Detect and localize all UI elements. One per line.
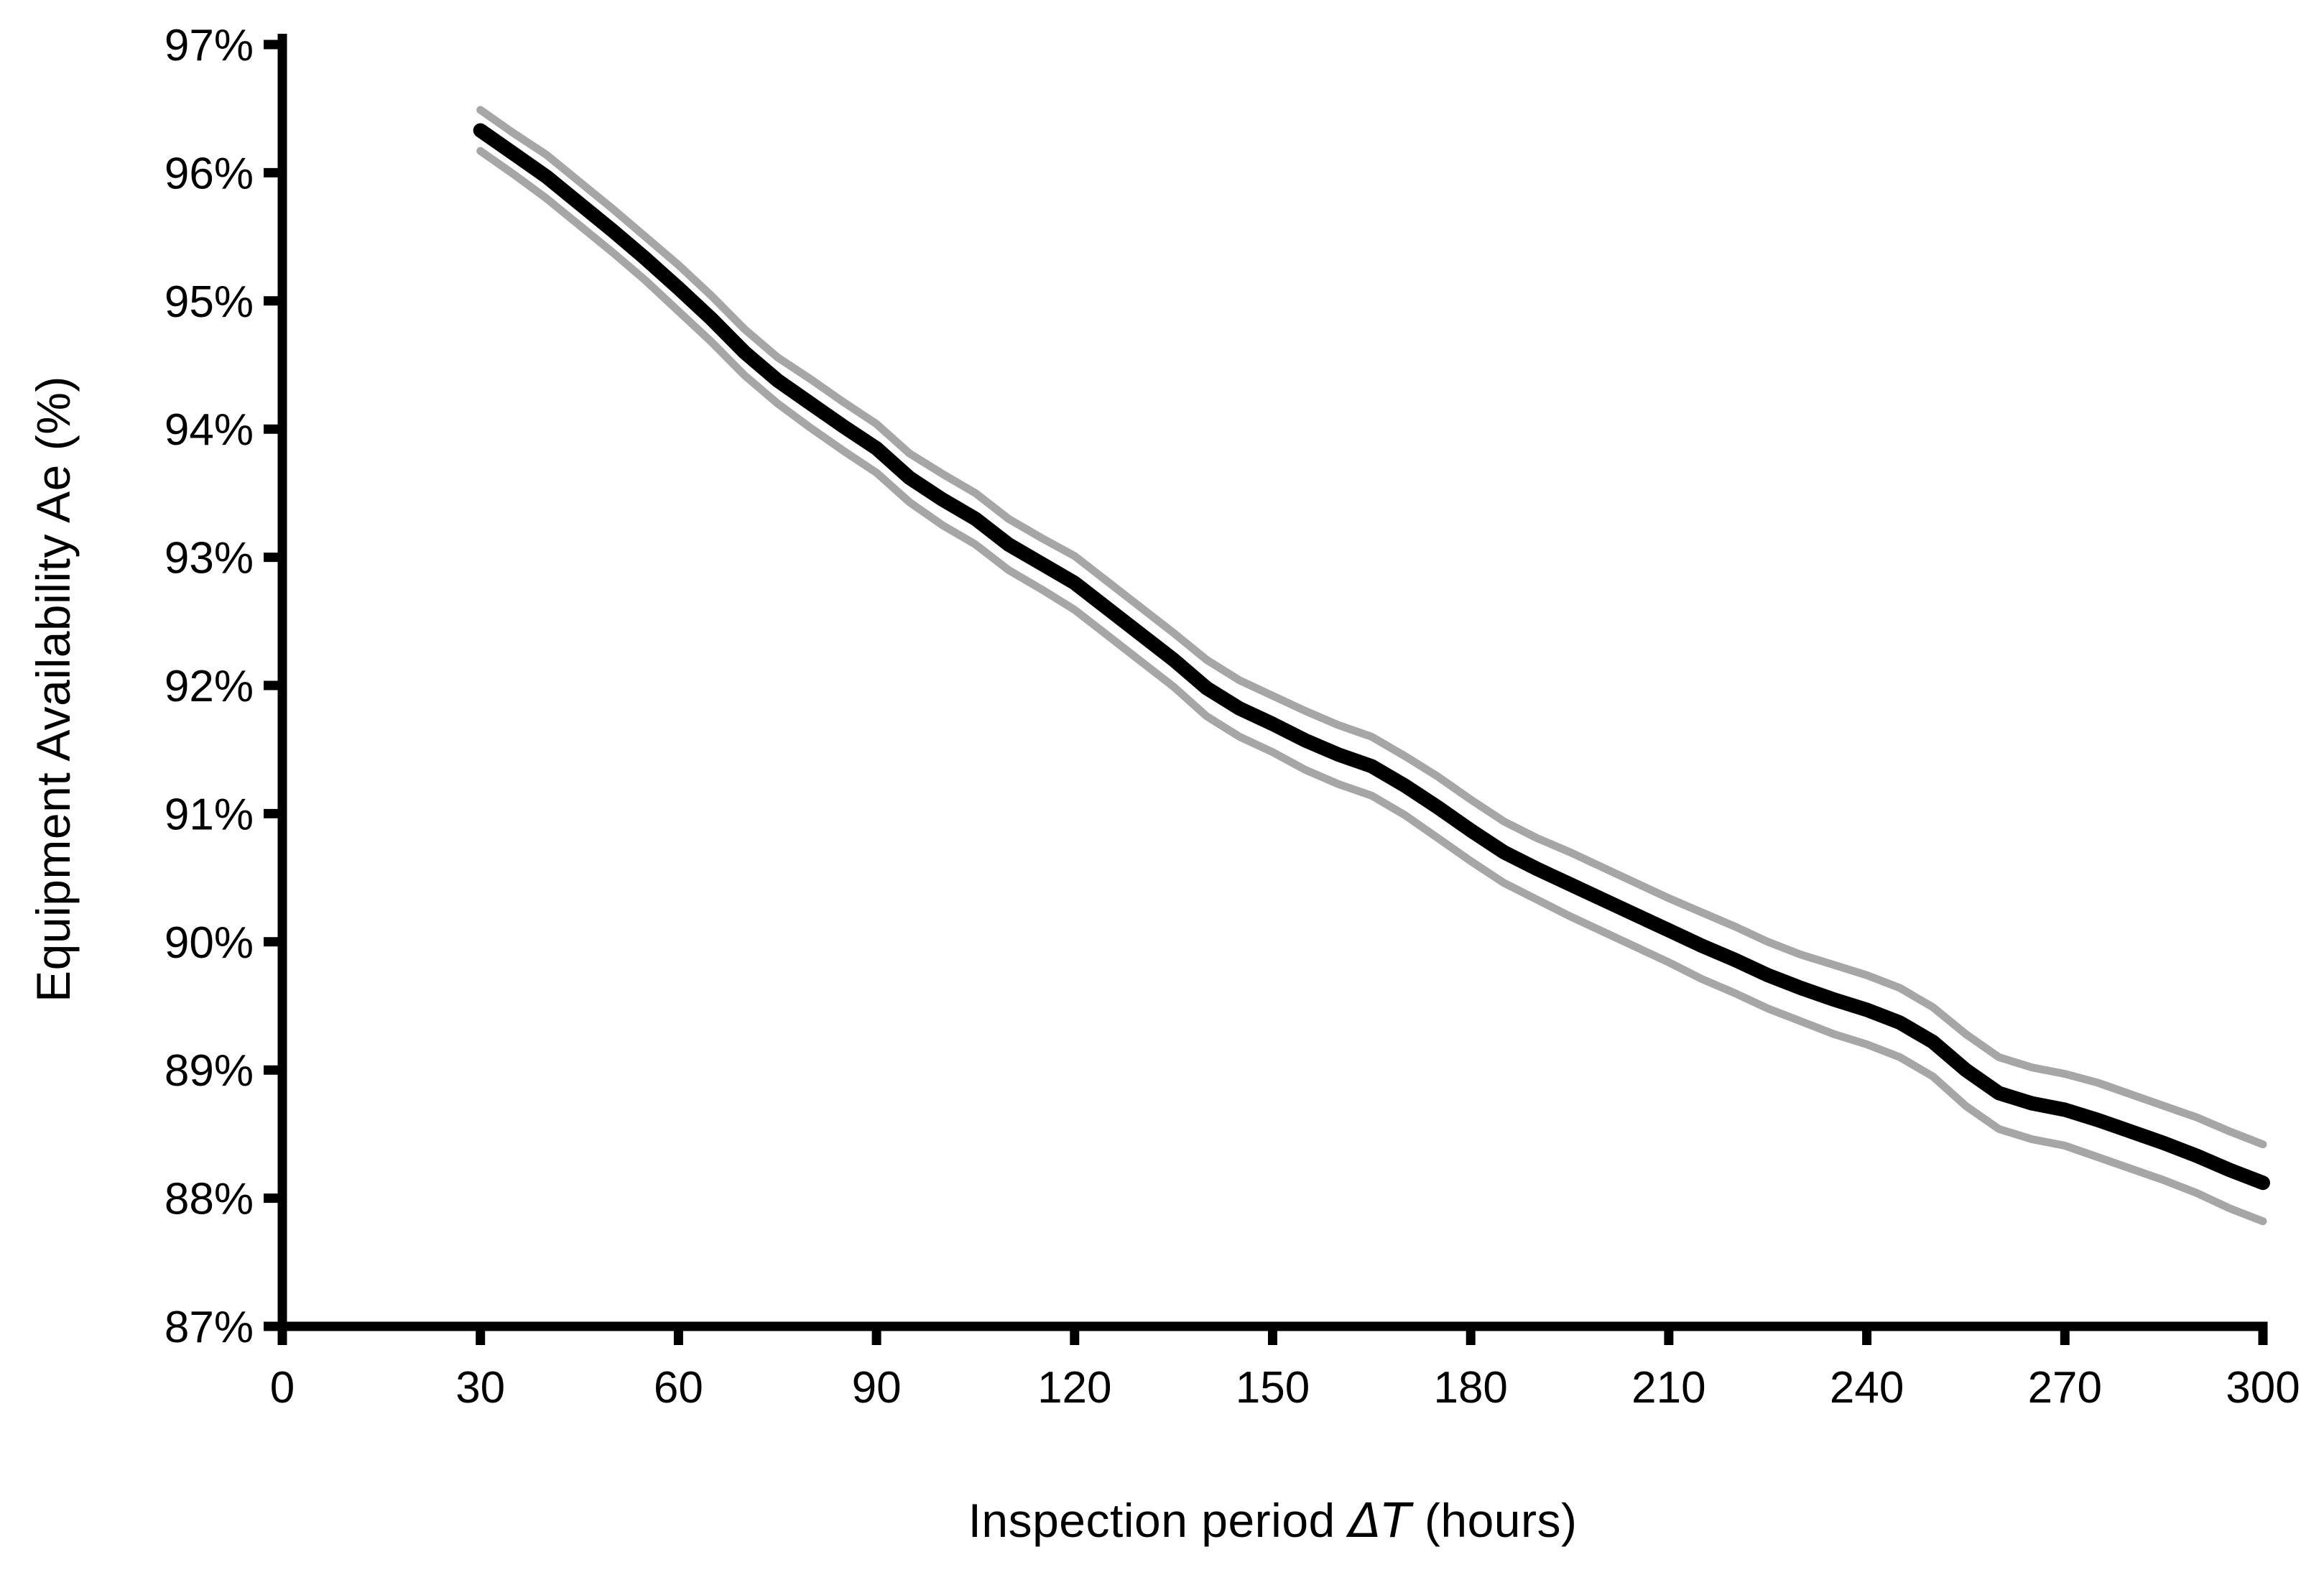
x-tick-label: 30 bbox=[455, 1363, 505, 1413]
x-tick-label: 0 bbox=[270, 1363, 295, 1413]
x-axis-title: Inspection period ΔT (hours) bbox=[282, 1493, 2263, 1548]
y-tick-label: 87% bbox=[165, 1303, 254, 1352]
lower-confidence-bound-line bbox=[476, 147, 2267, 1226]
y-tick-label: 92% bbox=[165, 662, 254, 711]
upper-confidence-bound-line bbox=[476, 106, 2267, 1149]
x-axis-title-symbol: ΔT bbox=[1348, 1493, 1412, 1548]
x-tick-label: 270 bbox=[2028, 1363, 2102, 1413]
x-tick-label: 300 bbox=[2226, 1363, 2300, 1413]
y-tick-label: 91% bbox=[165, 790, 254, 839]
x-axis-title-suffix: (hours) bbox=[1411, 1494, 1578, 1547]
y-tick-label: 95% bbox=[165, 277, 254, 327]
x-tick-label: 60 bbox=[654, 1363, 703, 1413]
y-tick-label: 89% bbox=[165, 1046, 254, 1096]
y-tick-label: 96% bbox=[165, 149, 254, 198]
x-axis-title-prefix: Inspection period bbox=[968, 1494, 1349, 1547]
x-tick-label: 210 bbox=[1631, 1363, 1705, 1413]
mean-availability-line bbox=[473, 123, 2270, 1191]
x-tick-label: 120 bbox=[1037, 1363, 1111, 1413]
y-axis-title: Equipment Availability Ae (%) bbox=[27, 376, 80, 1002]
y-tick-label: 97% bbox=[165, 21, 254, 70]
x-tick-label: 150 bbox=[1236, 1363, 1310, 1413]
y-tick-label: 88% bbox=[165, 1175, 254, 1224]
y-tick-label: 94% bbox=[165, 405, 254, 455]
y-tick-label: 93% bbox=[165, 534, 254, 583]
x-tick-label: 90 bbox=[852, 1363, 902, 1413]
x-tick-label: 240 bbox=[1830, 1363, 1904, 1413]
x-tick-label: 180 bbox=[1433, 1363, 1507, 1413]
y-tick-label: 90% bbox=[165, 918, 254, 968]
